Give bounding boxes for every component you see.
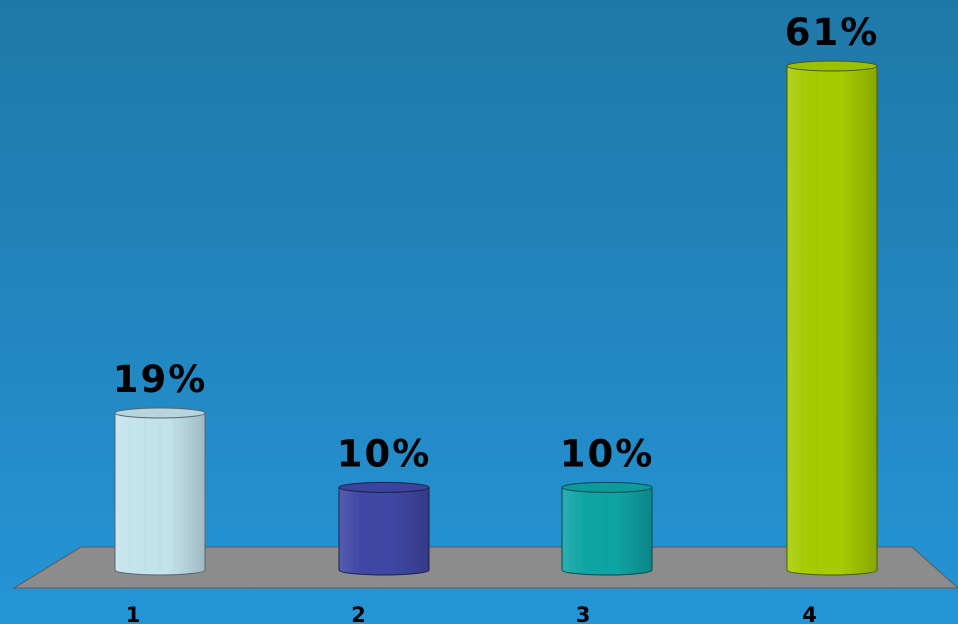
x-tick-label: 2 (351, 603, 366, 624)
data-label: 10% (560, 432, 655, 475)
bar-top (561, 481, 653, 493)
data-label: 10% (337, 432, 432, 475)
bar-3 (561, 481, 653, 576)
x-tick-label: 3 (576, 603, 591, 624)
bar-top (786, 60, 878, 72)
bars-layer (114, 60, 878, 576)
data-label: 61% (785, 11, 880, 54)
bar-top (338, 481, 430, 493)
bar-4 (786, 60, 878, 576)
labels-layer: 19% 1 10% 2 10% 3 61% 4 (113, 11, 880, 624)
bar-top (114, 407, 206, 419)
x-tick-label: 4 (802, 603, 817, 624)
data-label: 19% (113, 358, 208, 401)
bar-1 (114, 407, 206, 576)
x-tick-label: 1 (126, 603, 141, 624)
bar-2 (338, 481, 430, 576)
